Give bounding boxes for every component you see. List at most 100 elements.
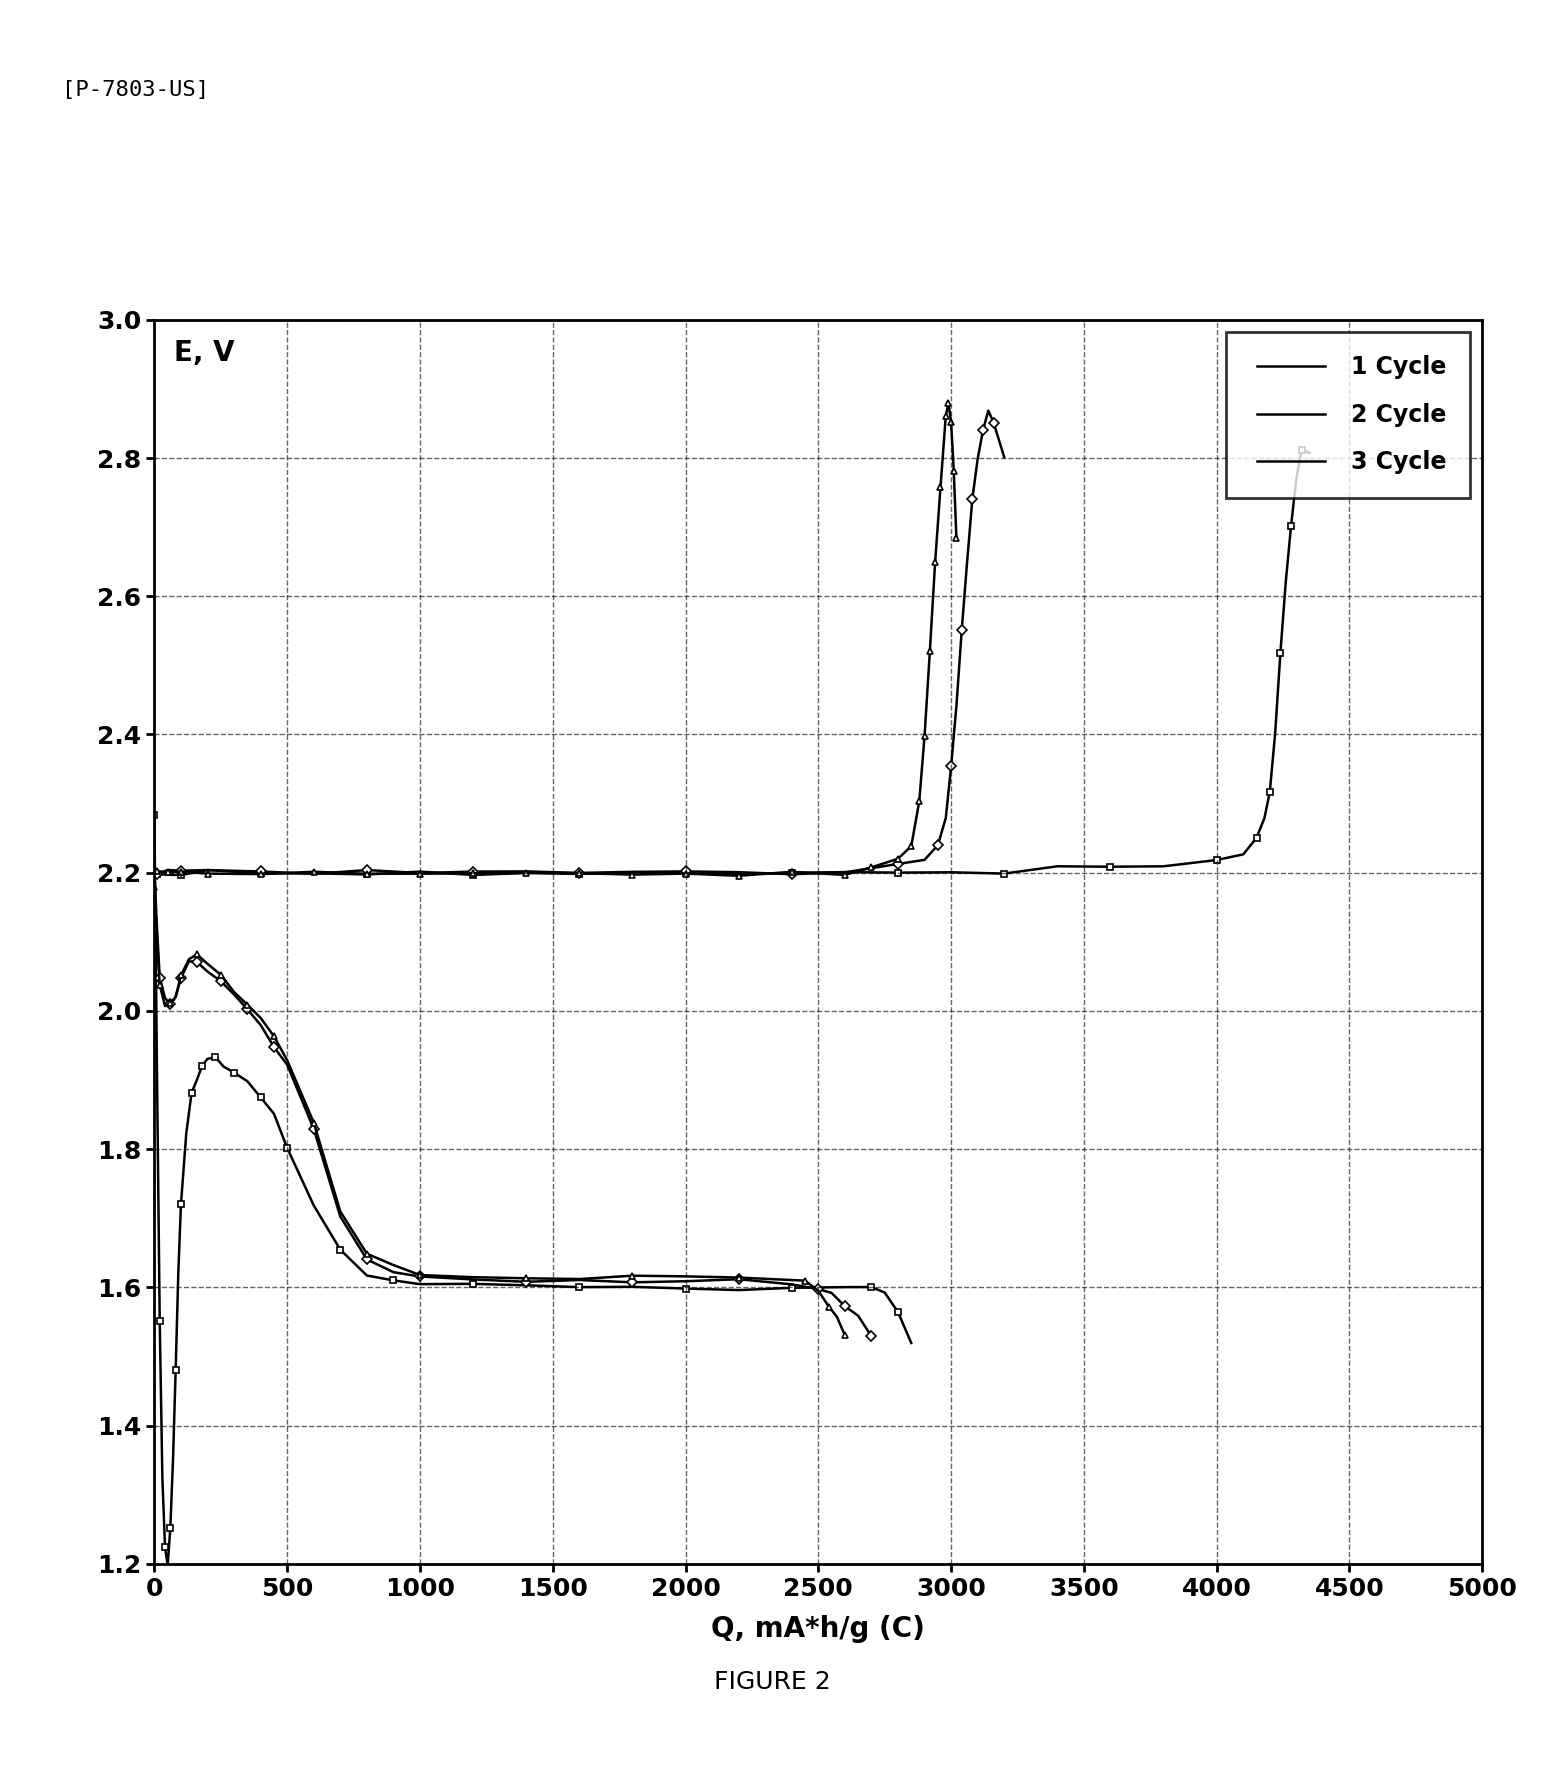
2 Cycle [729,1269,747,1290]
3 Cycle [820,1295,838,1317]
3 Cycle [463,1267,482,1288]
2 Cycle [161,993,179,1015]
3 Cycle [161,993,179,1015]
1 Cycle [156,1537,174,1558]
2 Cycle [463,1269,482,1290]
1 Cycle [193,1056,212,1077]
2 Cycle [188,951,207,972]
2 Cycle [212,970,230,992]
1 Cycle [225,1063,244,1084]
1 Cycle [835,1276,854,1297]
1 Cycle [252,1088,270,1109]
3 Cycle [238,993,256,1015]
1 Cycle [153,1468,171,1489]
1 Cycle [178,1123,196,1144]
1 Cycle [182,1082,201,1104]
Legend: 1 Cycle, 2 Cycle, 3 Cycle: 1 Cycle, 2 Cycle, 3 Cycle [1226,332,1470,498]
1 Cycle [171,1194,190,1215]
2 Cycle [676,1271,695,1292]
3 Cycle [167,986,185,1008]
1 Cycle [875,1281,894,1303]
2 Cycle [225,984,244,1006]
2 Cycle [849,1304,868,1326]
2 Cycle [411,1265,429,1287]
2 Cycle [330,1207,349,1228]
3 Cycle [171,965,190,986]
1 Cycle [164,1450,182,1471]
3 Cycle [156,995,174,1016]
1 Cycle [167,1359,185,1381]
2 Cycle [570,1269,588,1290]
2 Cycle [148,919,167,940]
3 Cycle [384,1255,403,1276]
1 Cycle [278,1137,296,1159]
1 Cycle [889,1301,908,1322]
1 Cycle [902,1333,920,1354]
2 Cycle [517,1271,536,1292]
1 Cycle [215,1056,233,1077]
2 Cycle [252,1015,270,1036]
1 Cycle [159,1555,178,1576]
1 Cycle [676,1278,695,1299]
Line: 3 Cycle: 3 Cycle [154,887,845,1335]
3 Cycle [809,1279,828,1301]
3 Cycle [225,981,244,1002]
1 Cycle [161,1518,179,1539]
2 Cycle [264,1036,283,1057]
1 Cycle [238,1070,256,1091]
2 Cycle [156,988,174,1009]
1 Cycle [358,1265,377,1287]
1 Cycle [304,1194,323,1215]
1 Cycle [783,1278,801,1299]
2 Cycle [809,1278,828,1299]
1 Cycle [148,1068,167,1089]
2 Cycle [823,1283,841,1304]
Text: FIGURE 2: FIGURE 2 [713,1670,831,1695]
3 Cycle [212,965,230,986]
3 Cycle [411,1265,429,1287]
1 Cycle [729,1279,747,1301]
2 Cycle [238,999,256,1020]
1 Cycle [463,1272,482,1294]
2 Cycle [198,961,216,983]
1 Cycle [264,1104,283,1125]
1 Cycle [168,1262,187,1283]
3 Cycle [148,931,167,952]
2 Cycle [783,1274,801,1295]
3 Cycle [835,1324,854,1345]
3 Cycle [179,949,198,970]
3 Cycle [358,1244,377,1265]
3 Cycle [145,876,164,897]
2 Cycle [304,1118,323,1139]
3 Cycle [624,1265,642,1287]
1 Cycle [624,1276,642,1297]
3 Cycle [278,1050,296,1072]
1 Cycle [862,1276,880,1297]
1 Cycle [145,805,164,826]
1 Cycle [517,1274,536,1295]
1 Cycle [384,1271,403,1292]
3 Cycle [676,1265,695,1287]
Line: 1 Cycle: 1 Cycle [154,816,911,1566]
1 Cycle [570,1276,588,1297]
3 Cycle [304,1112,323,1134]
3 Cycle [252,1008,270,1029]
2 Cycle [179,951,198,972]
3 Cycle [729,1267,747,1288]
2 Cycle [835,1295,854,1317]
Text: [P-7803-US]: [P-7803-US] [62,80,208,100]
Text: E, V: E, V [174,338,235,366]
1 Cycle [198,1048,216,1070]
1 Cycle [411,1274,429,1295]
X-axis label: Q, mA*h/g (C): Q, mA*h/g (C) [712,1615,925,1644]
3 Cycle [828,1306,846,1327]
3 Cycle [783,1269,801,1290]
Line: 2 Cycle: 2 Cycle [154,873,871,1336]
3 Cycle [517,1267,536,1288]
3 Cycle [570,1269,588,1290]
1 Cycle [150,1310,168,1331]
3 Cycle [150,974,168,995]
3 Cycle [795,1271,814,1292]
2 Cycle [150,967,168,988]
3 Cycle [198,952,216,974]
